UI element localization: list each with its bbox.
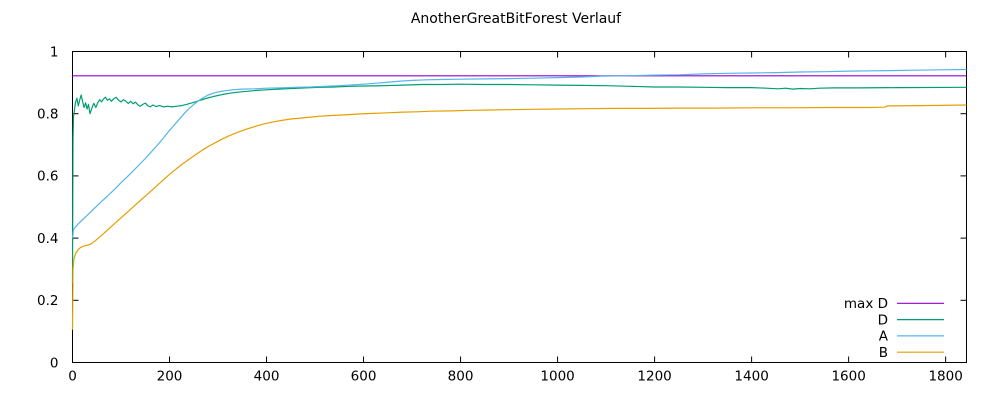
legend-label-max-d: max D xyxy=(844,296,888,312)
x-tick-label: 1200 xyxy=(637,369,671,385)
y-tick-label: 0.2 xyxy=(37,293,58,309)
x-tick-label: 200 xyxy=(157,369,183,385)
y-tick-label: 0.4 xyxy=(37,231,58,247)
y-tick-label: 0.8 xyxy=(37,107,58,123)
x-tick-label: 1000 xyxy=(540,369,574,385)
x-tick-label: 1600 xyxy=(831,369,865,385)
legend-label-b: B xyxy=(879,345,888,361)
x-tick-label: 600 xyxy=(351,369,377,385)
x-tick-label: 1400 xyxy=(734,369,768,385)
series-line-a xyxy=(71,68,967,239)
y-tick-label: 1 xyxy=(50,44,59,60)
x-tick-label: 400 xyxy=(254,369,280,385)
x-tick-label: 0 xyxy=(68,369,77,385)
plot-area: 0 200 400 600 800 1000 1200 1400 1600 1800 0 0.2 0.4… xyxy=(37,44,967,385)
series-line-d xyxy=(71,83,967,284)
x-tick-label: 1800 xyxy=(928,369,962,385)
chart-title: AnotherGreatBitForest Verlauf xyxy=(411,11,622,27)
series-line-b xyxy=(71,104,967,330)
y-tick-label: 0.6 xyxy=(37,169,58,185)
x-tick-label: 800 xyxy=(448,369,474,385)
legend-label-d: D xyxy=(878,312,888,328)
legend-label-a: A xyxy=(879,329,889,345)
y-tick-label: 0 xyxy=(50,355,59,371)
